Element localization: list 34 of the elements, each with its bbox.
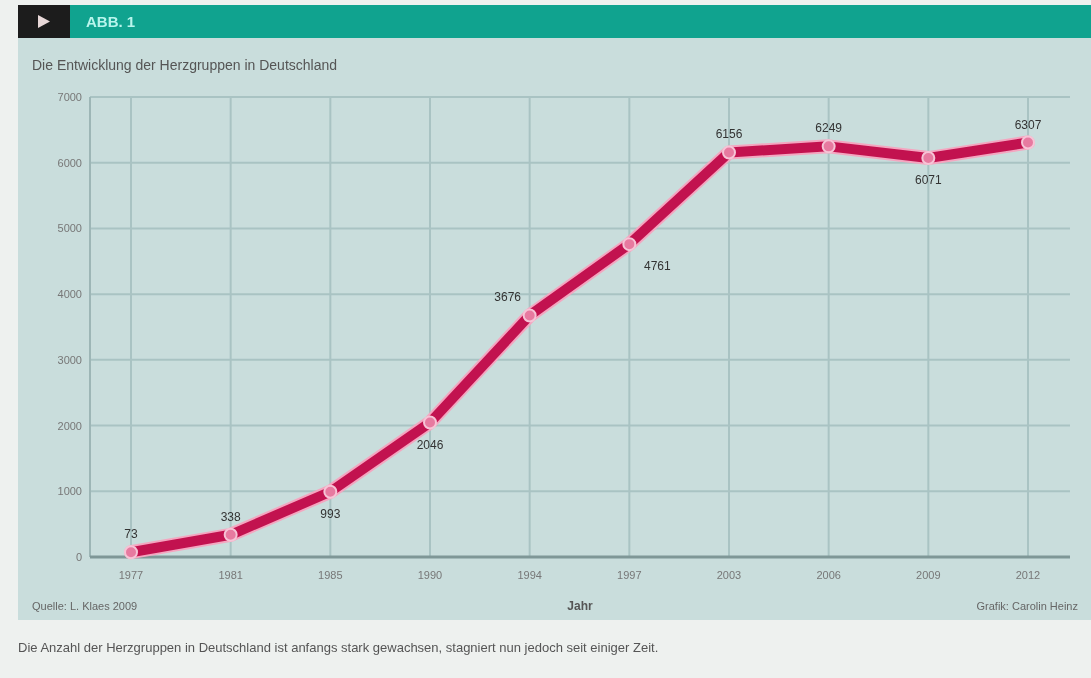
x-tick-label: 1977 [118,569,144,581]
x-tick-label: 1997 [617,569,642,581]
source-note: Quelle: L. Klaes 2009 [32,600,138,612]
y-tick-label: 4000 [57,288,82,301]
x-tick-label: 1990 [417,569,443,581]
data-label: 6071 [914,173,942,188]
text: Die Anzahl der Herzgruppen in Deutschland ist anfangs stark gewachsen, stagniert nun jedoch seit einiger Zeit. [18,640,659,655]
x-axis-title: Jahr [567,599,593,613]
data-label: 6307 [1014,117,1042,132]
chart-subtitle: ABB. 1 [86,13,136,30]
y-tick-label: 0 [75,551,82,563]
data-label: 338 [220,509,241,524]
y-tick-label: 1000 [57,485,82,498]
y-tick-label: 6000 [57,156,82,169]
text: Grafik: Carolin Heinz [976,600,1078,612]
x-tick-label: 1981 [218,569,243,581]
y-tick-label: 7000 [57,91,82,103]
data-label: 4761 [643,259,671,274]
x-tick-label: 2006 [816,569,841,581]
data-label: 6156 [715,127,743,142]
data-label: 73 [124,527,138,542]
x-tick-label: 1994 [517,569,542,581]
y-tick-label: 5000 [57,222,82,235]
x-tick-label: 2012 [1015,569,1041,581]
data-label: 3676 [494,290,522,305]
data-label: 6249 [815,121,843,136]
data-label: 993 [320,506,341,521]
x-tick-label: 2003 [716,569,742,581]
x-tick-label: 2009 [916,569,941,581]
y-tick-label: 3000 [57,353,82,366]
x-tick-label: 1985 [318,569,343,581]
data-label: 2046 [416,437,444,452]
y-tick-label: 2000 [57,419,82,432]
chart-title: Die Entwicklung der Herzgruppen in Deutschland [32,57,338,73]
